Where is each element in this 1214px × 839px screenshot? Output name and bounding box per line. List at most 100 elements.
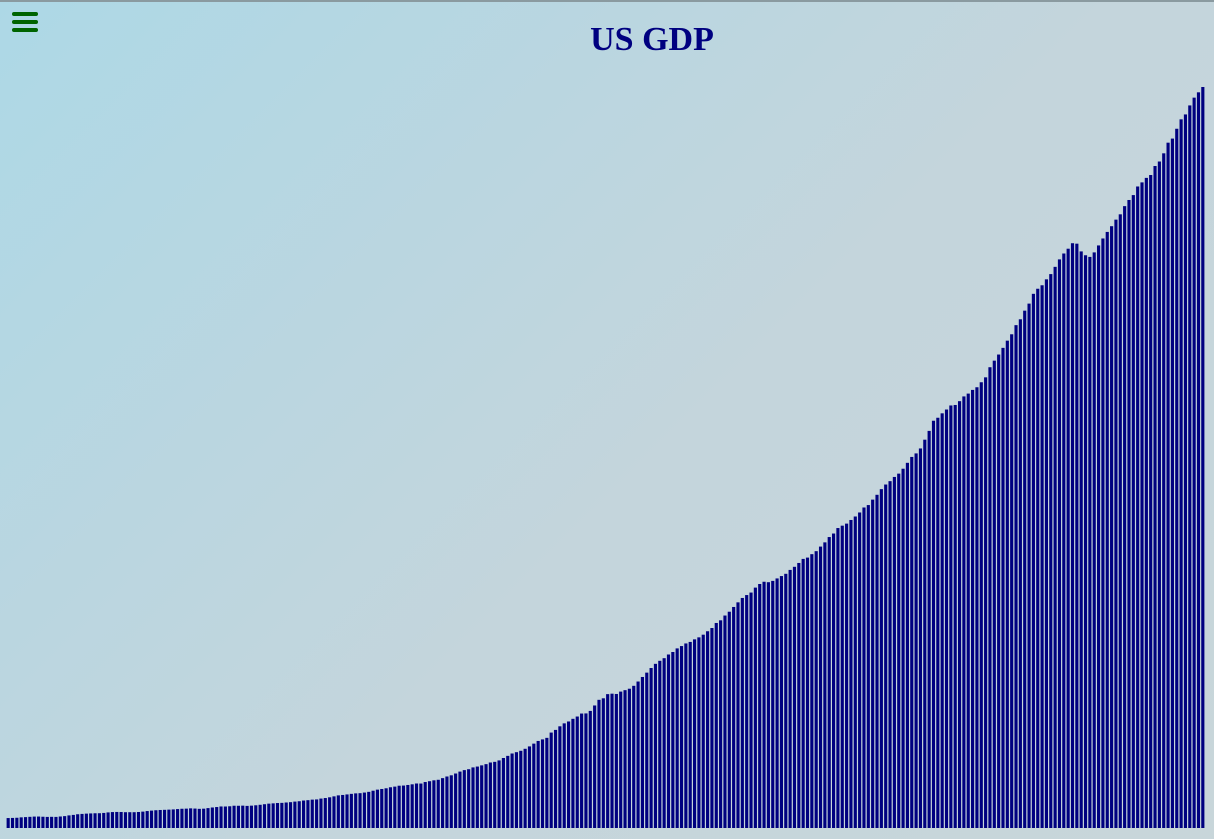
bar — [553, 729, 558, 828]
bar — [362, 792, 366, 828]
bar — [810, 554, 814, 828]
bar — [619, 691, 623, 828]
bar — [1114, 219, 1118, 829]
bar — [623, 690, 627, 828]
bar — [84, 813, 88, 828]
bar — [840, 525, 844, 828]
bar — [649, 668, 653, 828]
menu-bar — [12, 12, 38, 16]
bar — [406, 784, 410, 828]
bar — [645, 672, 649, 828]
bar — [653, 663, 658, 828]
bar — [28, 816, 32, 828]
bar — [410, 784, 414, 828]
bar — [692, 639, 697, 828]
bar — [1066, 248, 1070, 828]
bar — [19, 817, 23, 828]
bar — [393, 786, 397, 828]
bar — [488, 762, 492, 828]
bar — [323, 798, 327, 828]
bar — [37, 816, 41, 828]
bar — [701, 634, 705, 828]
bar — [206, 808, 210, 828]
bar — [332, 796, 336, 828]
bar — [136, 811, 141, 828]
bar — [50, 816, 54, 828]
bar — [210, 807, 214, 828]
bar — [345, 794, 349, 828]
bar — [1001, 347, 1005, 828]
bar — [145, 811, 149, 828]
bar — [1070, 243, 1075, 828]
bar — [697, 637, 701, 828]
bar — [249, 805, 254, 828]
bar — [775, 578, 779, 828]
bar — [853, 516, 857, 828]
bar — [1018, 319, 1022, 828]
bar — [401, 785, 406, 828]
bar — [262, 804, 267, 828]
bar — [123, 812, 128, 828]
bar — [67, 815, 71, 828]
bar — [454, 773, 458, 828]
bar — [758, 584, 762, 828]
bar — [732, 606, 736, 828]
bar — [879, 489, 883, 828]
bar — [1079, 251, 1083, 828]
bar — [814, 551, 818, 828]
bar — [540, 739, 545, 828]
bar — [1188, 105, 1192, 828]
bar — [1123, 206, 1127, 828]
bar — [988, 367, 992, 828]
bar — [1044, 279, 1049, 828]
bar — [601, 698, 605, 828]
bar — [580, 713, 584, 828]
bar — [275, 803, 280, 828]
bar — [1131, 195, 1135, 828]
bar — [797, 562, 801, 828]
bar — [1096, 245, 1101, 828]
bar — [584, 713, 588, 828]
bar — [236, 805, 240, 828]
bar — [1101, 238, 1105, 828]
bar — [527, 746, 532, 828]
bar — [141, 811, 145, 828]
bar — [675, 648, 679, 828]
bar — [706, 631, 710, 828]
bar — [632, 685, 636, 828]
bar — [914, 453, 918, 828]
bar — [831, 533, 836, 828]
bar — [571, 718, 575, 828]
bar — [128, 812, 132, 828]
bar — [54, 816, 58, 828]
bar — [1166, 142, 1170, 828]
bar — [1010, 334, 1014, 828]
bar — [302, 800, 306, 828]
bar — [284, 802, 288, 828]
bar — [971, 389, 975, 828]
bar — [862, 507, 866, 828]
bar — [788, 569, 792, 828]
bar — [32, 816, 36, 828]
bar — [884, 484, 888, 828]
bar — [306, 800, 310, 828]
bar — [858, 512, 862, 828]
bar — [119, 811, 123, 828]
bar — [245, 805, 249, 828]
bar — [614, 693, 618, 828]
bar — [228, 806, 232, 828]
bar — [1083, 255, 1088, 828]
bar — [684, 643, 688, 828]
menu-button[interactable] — [12, 12, 38, 32]
bar — [640, 676, 644, 828]
bar — [588, 710, 592, 828]
bar — [606, 694, 610, 828]
bar — [384, 788, 388, 828]
bar — [215, 807, 219, 828]
bar — [1179, 119, 1183, 829]
bar — [254, 805, 258, 828]
bar — [371, 790, 375, 828]
bar — [267, 803, 271, 828]
bar — [749, 592, 753, 828]
